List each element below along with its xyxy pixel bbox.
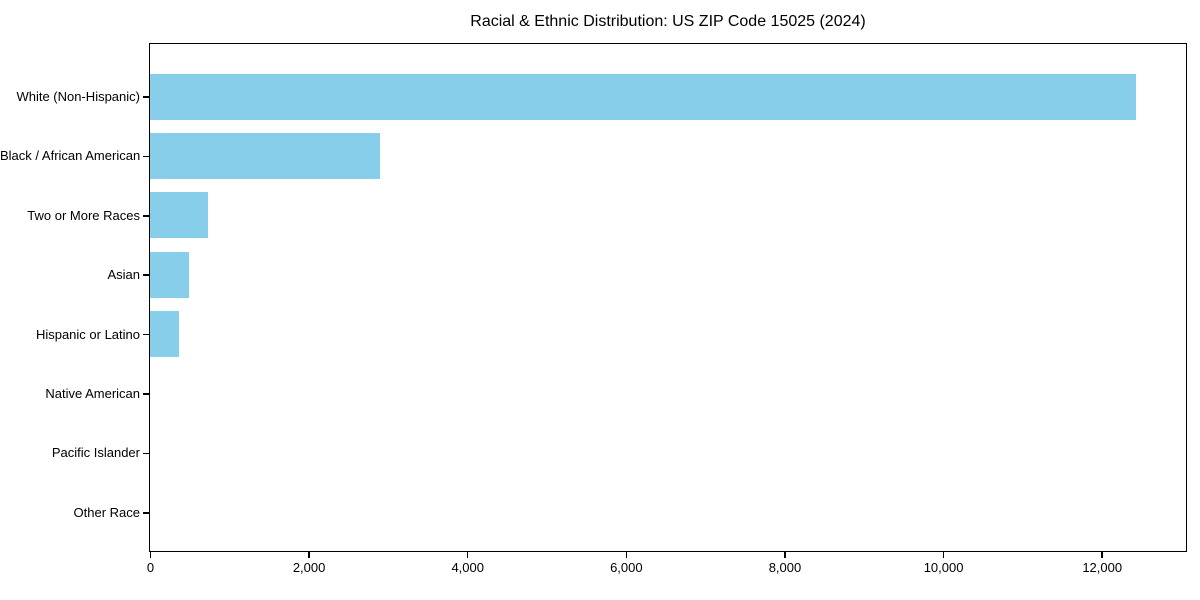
x-tick <box>308 552 310 558</box>
y-tick <box>143 452 149 455</box>
category-label: White (Non-Hispanic) <box>16 89 140 104</box>
x-tick <box>1101 552 1103 558</box>
chart-title: Racial & Ethnic Distribution: US ZIP Cod… <box>470 13 866 30</box>
x-tick-label: 4,000 <box>451 560 484 575</box>
y-tick <box>143 155 149 158</box>
y-tick <box>143 393 149 395</box>
x-tick-label: 6,000 <box>610 560 643 575</box>
bar <box>150 132 380 179</box>
x-tick <box>149 552 152 558</box>
category-label: Hispanic or Latino <box>35 326 140 342</box>
y-tick <box>143 215 149 217</box>
bar <box>150 251 189 298</box>
x-tick-label: 12,000 <box>1082 560 1123 575</box>
x-tick <box>784 552 786 558</box>
bar <box>150 192 208 239</box>
y-tick <box>143 512 149 514</box>
x-tick-label: 0 <box>146 560 155 575</box>
y-tick <box>143 274 149 276</box>
category-label: Black / African American <box>0 148 141 164</box>
y-tick <box>143 96 149 98</box>
x-tick <box>942 552 945 558</box>
category-label: Two or More Races <box>27 207 140 223</box>
category-label: Asian <box>107 267 140 283</box>
category-label: Native American <box>45 386 140 401</box>
x-tick <box>466 552 469 558</box>
x-tick-label: 10,000 <box>923 560 964 575</box>
plot-area <box>149 43 1187 552</box>
bar <box>150 73 1136 120</box>
category-label: Pacific Islander <box>51 445 140 461</box>
bar <box>150 311 179 358</box>
category-label: Other Race <box>73 504 140 520</box>
x-tick <box>625 552 628 558</box>
x-tick-label: 2,000 <box>292 560 326 575</box>
y-tick <box>143 333 149 336</box>
x-tick-label: 8,000 <box>768 560 802 575</box>
